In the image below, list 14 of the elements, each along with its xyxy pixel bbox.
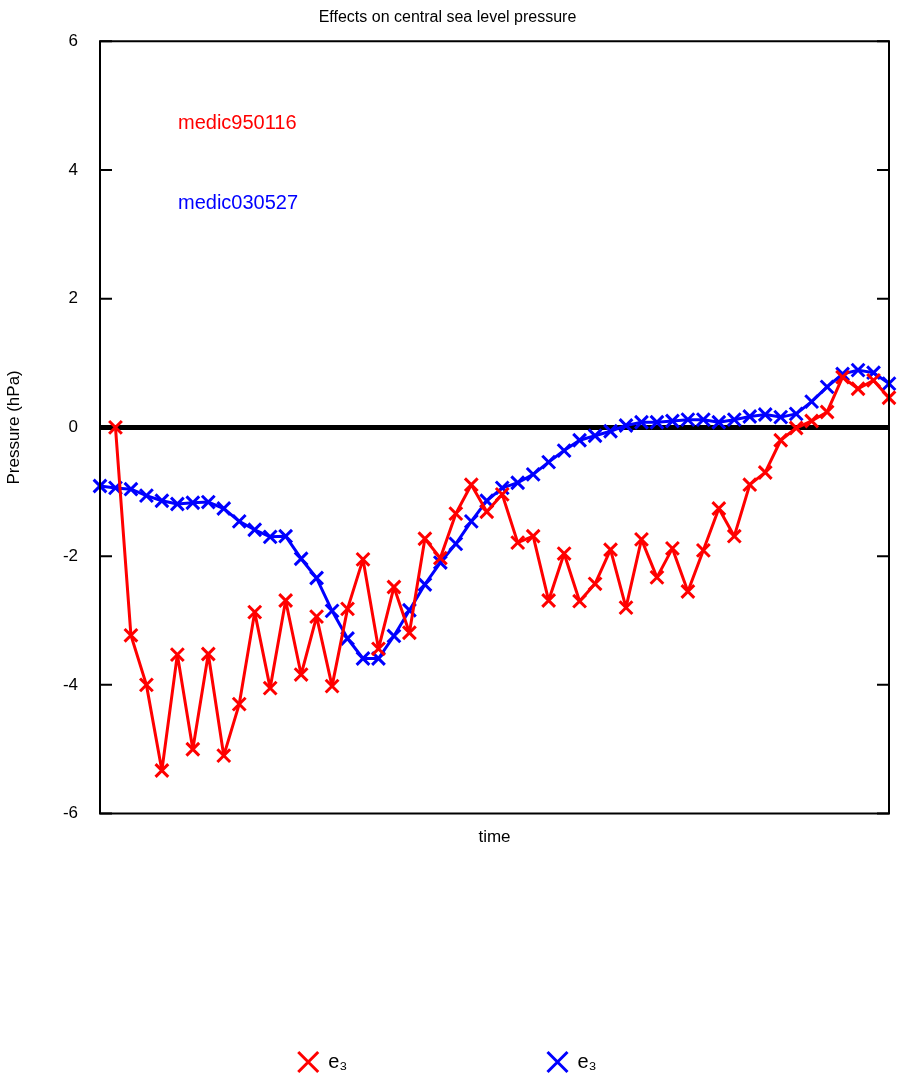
legend-label: e₃	[328, 1049, 348, 1072]
y-tick-label: 2	[68, 288, 78, 308]
y-tick-label: 4	[68, 159, 78, 179]
legend-label: e₃	[577, 1049, 597, 1072]
y-tick-label: -2	[62, 545, 78, 565]
chart-title: Effects on central sea level pressure	[318, 8, 577, 26]
y-tick-label: 6	[68, 30, 78, 50]
y-axis-title: Pressure (hPa)	[3, 370, 23, 485]
x-axis-title: time	[478, 827, 511, 847]
y-tick-label: -4	[62, 674, 78, 694]
y-tick-label: 0	[68, 417, 78, 437]
annotation: medic030527	[178, 190, 299, 213]
annotation: medic950116	[178, 110, 297, 133]
y-tick-label: -6	[62, 803, 78, 823]
